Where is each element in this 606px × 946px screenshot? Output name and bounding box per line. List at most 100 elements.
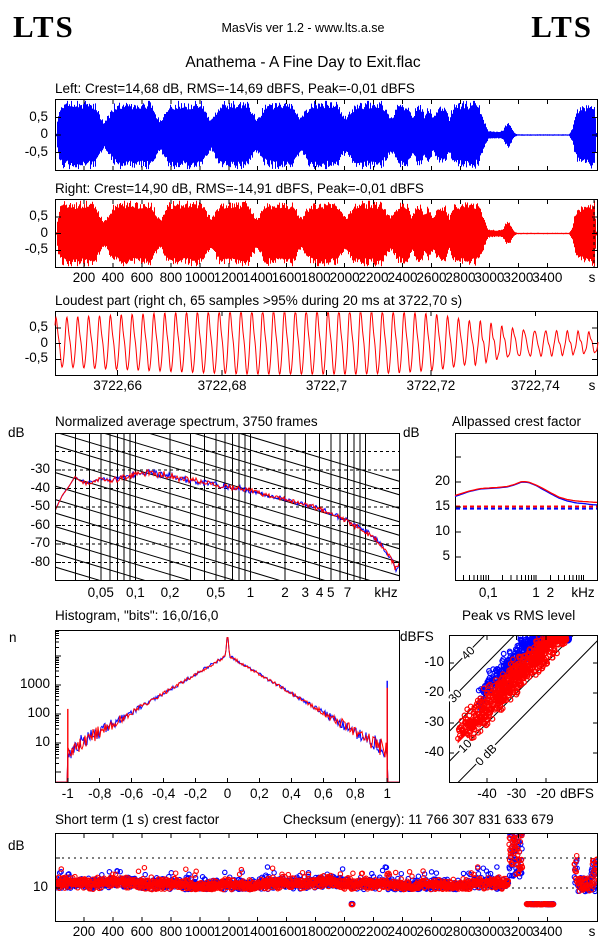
loudest-x-tick-label: 3722,72 (406, 378, 456, 393)
right-waveform-y-tick-label: 0,5 (29, 207, 48, 223)
peak-vs-rms-corner-label: dBFS (400, 629, 434, 644)
spectrum-y-axis-label: dB (8, 425, 25, 440)
peak-rms-x-tick-label: -20 (536, 786, 556, 801)
loudest-y-tick-label: 0,5 (29, 318, 48, 334)
time-axis-unit-label: s (588, 270, 596, 285)
right-waveform-y-tick-label: -0,5 (24, 241, 48, 257)
time-axis-tick-label: 200 (72, 270, 96, 285)
short-term-x-tick-label: 3200 (503, 924, 534, 939)
histogram-y-tick-label: 100 (27, 705, 50, 720)
loudest-x-tick-label: 3722,66 (93, 378, 143, 393)
short-term-x-tick-label: 200 (72, 924, 96, 939)
loudest-x-tick-label: 3722,74 (510, 378, 560, 393)
histogram-title: Histogram, "bits": 16,0/16,0 (55, 608, 219, 623)
spectrum-y-tick-label: -70 (30, 535, 50, 550)
time-axis-tick-label: 1000 (184, 270, 215, 285)
spectrum-y-tick-label: -40 (30, 479, 50, 495)
short-term-x-tick-label: 1400 (242, 924, 273, 939)
spectrum-x-unit-label: kHz (374, 585, 398, 600)
peak-rms-y-tick-label: -20 (424, 684, 444, 699)
short-term-x-unit-label: s (588, 924, 596, 939)
short-term-x-tick-label: 2800 (445, 924, 476, 939)
time-axis-tick-label: 3400 (532, 270, 563, 285)
spectrum-x-tick-label: 4 (315, 585, 324, 600)
short-term-x-tick-label: 3000 (474, 924, 505, 939)
loudest-y-tick-label: -0,5 (24, 350, 48, 366)
spectrum-x-tick-label: 0,5 (206, 585, 226, 600)
histogram-x-tick-label: -1 (61, 786, 74, 801)
histogram-x-tick-label: 0,6 (313, 786, 333, 801)
app-version-text: MasVis ver 1.2 - www.lts.a.se (221, 21, 385, 35)
short-term-x-tick-label: 600 (130, 924, 154, 939)
allpassed-y-tick-label: 5 (442, 548, 450, 563)
left-waveform-y-tick-label: -0,5 (24, 143, 48, 159)
allpassed-y-tick-label: 10 (434, 523, 450, 538)
short-term-x-tick-label: 2000 (329, 924, 360, 939)
peak-vs-rms-title: Peak vs RMS level (462, 608, 576, 623)
spectrum-title: Normalized average spectrum, 3750 frames (55, 414, 318, 429)
time-axis-tick-label: 600 (130, 270, 154, 285)
histogram-x-tick-label: -0,6 (120, 786, 144, 801)
allpassed-x-unit-label: kHz (571, 585, 595, 600)
loudest-y-tick-label: 0 (40, 334, 48, 350)
time-axis-tick-label: 2400 (387, 270, 418, 285)
loudest-x-unit-label: s (588, 378, 596, 393)
peak-rms-y-tick-label: -40 (424, 744, 444, 759)
spectrum-x-tick-label: 0,1 (125, 585, 145, 600)
time-axis-tick-label: 2000 (329, 270, 360, 285)
short-term-x-tick-label: 400 (101, 924, 125, 939)
spectrum-y-tick-label: -80 (30, 553, 50, 569)
logo-right: LTS (531, 9, 593, 44)
peak-rms-x-unit-label: dBFS (560, 786, 594, 801)
allpassed-y-axis-label: dB (403, 425, 420, 440)
allpassed-x-tick-label: 1 (532, 585, 540, 600)
loudest-x-tick-label: 3722,7 (305, 378, 348, 393)
left-waveform-y-tick-label: 0 (40, 126, 48, 141)
time-axis-tick-label: 3000 (474, 270, 505, 285)
short-term-y-tick-label: 10 (32, 879, 48, 894)
spectrum-x-tick-label: 1 (246, 585, 255, 600)
time-axis-tick-label: 2200 (358, 270, 389, 285)
left-channel-stats: Left: Crest=14,68 dB, RMS=-14,69 dBFS, P… (55, 81, 415, 96)
short-term-x-tick-label: 1800 (300, 924, 331, 939)
histogram-y-axis-label: n (9, 630, 17, 645)
histogram-x-tick-label: 0,4 (281, 786, 301, 801)
peak-rms-x-tick-label: -40 (477, 786, 497, 801)
right-channel-stats: Right: Crest=14,90 dB, RMS=-14,91 dBFS, … (55, 181, 424, 196)
logo-left: LTS (13, 9, 75, 44)
checksum-value: Checksum (energy): 11 766 307 831 633 67… (283, 812, 554, 827)
spectrum-x-tick-label: 7 (343, 585, 352, 600)
histogram-x-tick-label: 0 (223, 786, 232, 801)
short-term-x-tick-label: 1000 (184, 924, 215, 939)
allpassed-x-tick-label: 2 (546, 585, 555, 600)
spectrum-x-tick-label: 0,05 (87, 585, 114, 600)
time-axis-tick-label: 1600 (271, 270, 302, 285)
short-term-y-axis-label: dB (8, 838, 25, 853)
spectrum-y-tick-label: -30 (30, 461, 50, 476)
time-axis-tick-label: 2800 (445, 270, 476, 285)
histogram-x-tick-label: 1 (383, 786, 391, 801)
short-term-x-tick-label: 2600 (416, 924, 447, 939)
time-axis-tick-label: 1200 (213, 270, 244, 285)
peak-rms-y-tick-label: -30 (424, 714, 444, 729)
peak-rms-x-tick-label: -30 (506, 786, 527, 801)
spectrum-y-tick-label: -50 (30, 498, 50, 513)
short-term-x-tick-label: 2200 (358, 924, 389, 939)
time-axis-tick-label: 3200 (503, 270, 534, 285)
spectrum-y-tick-label: -60 (30, 516, 50, 532)
histogram-y-tick-label: 1000 (19, 676, 50, 691)
time-axis-tick-label: 1400 (242, 270, 273, 285)
loudest-x-tick-label: 3722,68 (197, 378, 247, 393)
spectrum-x-tick-label: 3 (301, 585, 310, 600)
histogram-x-tick-label: 0,2 (250, 786, 269, 801)
histogram-x-tick-label: -0,2 (183, 786, 208, 801)
spectrum-x-tick-label: 0,2 (160, 585, 180, 600)
time-axis-tick-label: 400 (101, 270, 125, 285)
right-waveform-y-tick-label: 0 (40, 224, 48, 240)
time-axis-tick-label: 800 (159, 270, 183, 285)
spectrum-x-tick-label: 2 (281, 585, 289, 600)
spectrum-x-tick-label: 5 (326, 585, 335, 600)
short-term-x-tick-label: 1200 (213, 924, 244, 939)
